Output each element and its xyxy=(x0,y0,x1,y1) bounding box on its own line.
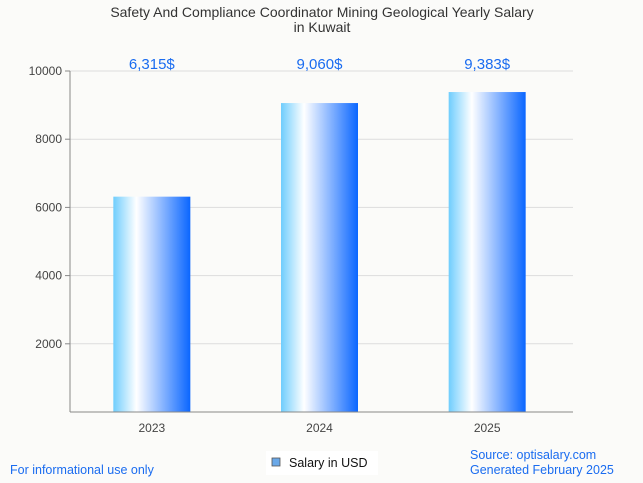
x-tick-label: 2023 xyxy=(138,421,165,435)
disclaimer-text: For informational use only xyxy=(10,463,154,477)
source-text: Source: optisalary.com xyxy=(470,448,597,462)
legend-label: Salary in USD xyxy=(289,456,368,470)
y-tick-label: 4000 xyxy=(35,269,62,283)
bar-2025 xyxy=(448,92,526,412)
legend-swatch xyxy=(271,457,281,467)
y-tick-label: 10000 xyxy=(29,64,63,78)
bar-2024 xyxy=(281,103,358,412)
x-tick-label: 2025 xyxy=(474,421,501,435)
y-tick-label: 8000 xyxy=(35,132,62,146)
generated-text: Generated February 2025 xyxy=(470,463,614,477)
y-tick-label: 6000 xyxy=(35,200,62,214)
data-label: 6,315$ xyxy=(129,56,176,73)
data-label: 9,060$ xyxy=(297,56,344,73)
chart-title-line-2: in Kuwait xyxy=(294,19,351,35)
y-tick-label: 2000 xyxy=(35,337,62,351)
bar-2023 xyxy=(113,196,191,412)
chart-title-line-1: Safety And Compliance Coordinator Mining… xyxy=(110,4,533,20)
data-label: 9,383$ xyxy=(464,56,511,73)
x-tick-label: 2024 xyxy=(306,421,333,435)
legend-box xyxy=(266,451,378,475)
